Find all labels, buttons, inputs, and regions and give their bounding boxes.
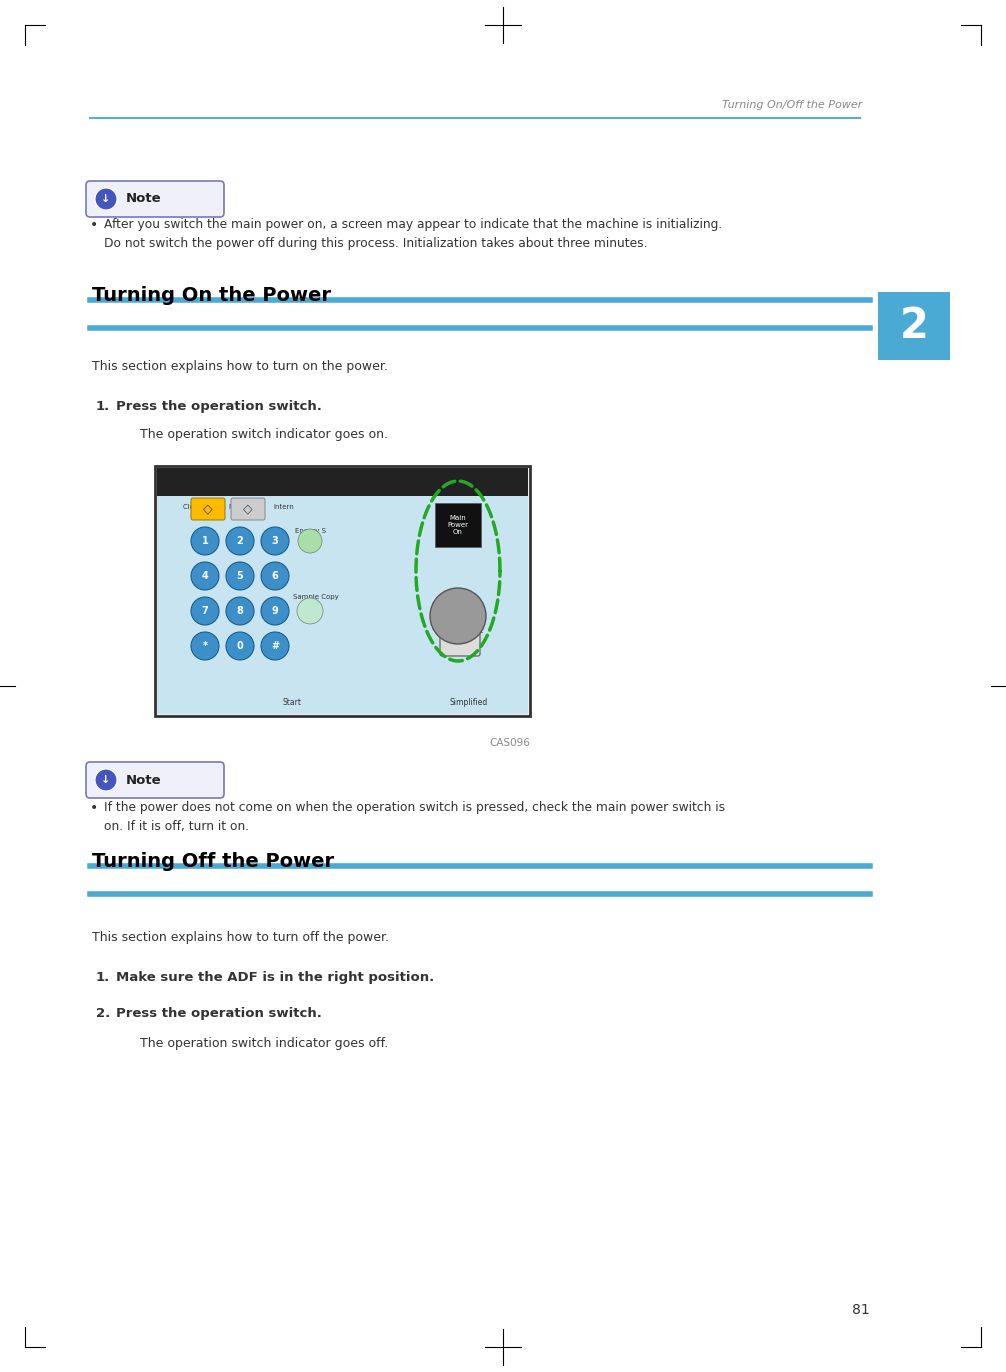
Text: Clear Modes: Clear Modes — [183, 504, 226, 510]
Text: Program: Program — [228, 504, 258, 510]
Text: After you switch the main power on, a screen may appear to indicate that the mac: After you switch the main power on, a sc… — [104, 218, 722, 230]
Circle shape — [226, 527, 254, 556]
Text: 5: 5 — [236, 571, 243, 580]
Text: If the power does not come on when the operation switch is pressed, check the ma: If the power does not come on when the o… — [104, 801, 725, 814]
Circle shape — [261, 597, 289, 626]
Text: This section explains how to turn on the power.: This section explains how to turn on the… — [92, 359, 388, 373]
Circle shape — [95, 768, 117, 792]
Circle shape — [226, 597, 254, 626]
FancyBboxPatch shape — [878, 292, 950, 359]
Text: 2: 2 — [236, 536, 243, 546]
Text: Energy S: Energy S — [295, 528, 326, 534]
Text: Simplified: Simplified — [450, 698, 488, 707]
FancyBboxPatch shape — [86, 181, 224, 217]
Circle shape — [261, 527, 289, 556]
Text: Note: Note — [126, 774, 162, 786]
Circle shape — [261, 632, 289, 660]
Text: Turning On the Power: Turning On the Power — [92, 285, 331, 305]
FancyBboxPatch shape — [157, 468, 528, 497]
Text: 4: 4 — [201, 571, 208, 580]
Text: 1.: 1. — [96, 971, 110, 984]
FancyBboxPatch shape — [231, 498, 265, 520]
Circle shape — [226, 632, 254, 660]
Text: Start: Start — [283, 698, 302, 707]
Circle shape — [191, 597, 219, 626]
Text: ◇: ◇ — [203, 502, 213, 516]
Text: •: • — [90, 801, 99, 815]
Text: This section explains how to turn off the power.: This section explains how to turn off th… — [92, 932, 389, 944]
FancyBboxPatch shape — [155, 466, 530, 716]
Text: 2: 2 — [899, 305, 929, 347]
Text: Login/Logout: Login/Logout — [438, 628, 483, 634]
Text: 1.: 1. — [96, 401, 110, 413]
Text: ↓: ↓ — [102, 775, 111, 785]
Text: on. If it is off, turn it on.: on. If it is off, turn it on. — [104, 820, 249, 833]
Text: 81: 81 — [852, 1303, 870, 1317]
Text: Sample Copy: Sample Copy — [293, 594, 339, 600]
Text: 6: 6 — [272, 571, 279, 580]
Text: 8: 8 — [236, 606, 243, 616]
Text: CAS096: CAS096 — [489, 738, 530, 748]
Text: 3: 3 — [272, 536, 279, 546]
Text: 1: 1 — [201, 536, 208, 546]
Circle shape — [191, 563, 219, 590]
Text: Note: Note — [126, 192, 162, 206]
Circle shape — [191, 632, 219, 660]
Text: •: • — [90, 218, 99, 232]
Text: #: # — [271, 641, 279, 650]
Text: Make sure the ADF is in the right position.: Make sure the ADF is in the right positi… — [116, 971, 435, 984]
Circle shape — [191, 527, 219, 556]
FancyBboxPatch shape — [86, 761, 224, 799]
Text: 7: 7 — [201, 606, 208, 616]
FancyBboxPatch shape — [435, 504, 481, 547]
Circle shape — [430, 589, 486, 643]
Circle shape — [298, 530, 322, 553]
FancyBboxPatch shape — [191, 498, 225, 520]
Circle shape — [297, 598, 323, 624]
Text: 2.: 2. — [96, 1007, 110, 1019]
Text: The operation switch indicator goes off.: The operation switch indicator goes off. — [140, 1037, 388, 1050]
Circle shape — [226, 563, 254, 590]
FancyBboxPatch shape — [157, 497, 528, 713]
Text: Press the operation switch.: Press the operation switch. — [116, 1007, 322, 1019]
Text: Main
Power
On: Main Power On — [448, 514, 469, 535]
Text: ◇: ◇ — [243, 502, 253, 516]
Text: Turning On/Off the Power: Turning On/Off the Power — [721, 100, 862, 110]
Text: Intern: Intern — [273, 504, 294, 510]
FancyBboxPatch shape — [440, 628, 480, 656]
Circle shape — [95, 188, 117, 210]
Text: Do not switch the power off during this process. Initialization takes about thre: Do not switch the power off during this … — [104, 237, 648, 250]
Text: The operation switch indicator goes on.: The operation switch indicator goes on. — [140, 428, 388, 440]
Text: 0: 0 — [236, 641, 243, 650]
Text: Turning Off the Power: Turning Off the Power — [92, 852, 334, 871]
Circle shape — [261, 563, 289, 590]
Text: Press the operation switch.: Press the operation switch. — [116, 401, 322, 413]
Text: ↓: ↓ — [102, 193, 111, 204]
Text: 9: 9 — [272, 606, 279, 616]
Text: *: * — [202, 641, 207, 650]
